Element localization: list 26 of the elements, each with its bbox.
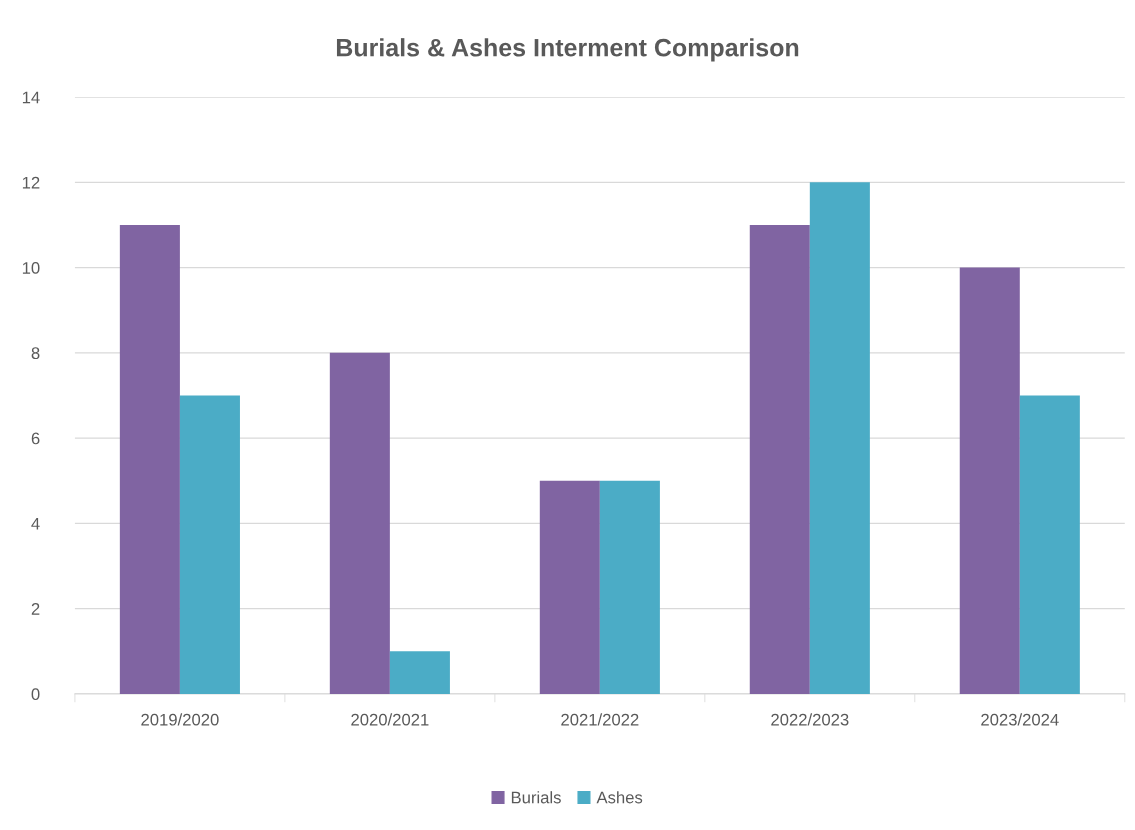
- y-tick-label: 10: [22, 262, 40, 274]
- bar: [809, 182, 870, 694]
- y-tick-label: 6: [31, 432, 40, 445]
- legend-label: Burials: [511, 791, 561, 804]
- bar: [1019, 395, 1080, 694]
- bar: [179, 395, 240, 694]
- y-tick-label: 8: [31, 347, 40, 360]
- bar: [959, 267, 1020, 694]
- y-tick-label: 0: [31, 688, 40, 701]
- y-tick-label: 12: [22, 176, 40, 189]
- y-tick-label: 14: [22, 91, 40, 104]
- x-tick-label: 2021/2022: [561, 713, 639, 726]
- x-tick-label: 2023/2024: [981, 713, 1059, 726]
- legend-label: Ashes: [596, 791, 643, 804]
- bar: [599, 480, 660, 694]
- x-tick-label: 2022/2023: [771, 713, 849, 726]
- x-tick-label: 2020/2021: [351, 713, 429, 726]
- bar: [749, 224, 810, 694]
- bar: [329, 352, 390, 694]
- y-tick-label: 4: [31, 517, 40, 530]
- bar: [389, 651, 450, 694]
- y-tick-label: 2: [31, 603, 40, 615]
- x-tick-label: 2019/2020: [141, 713, 219, 726]
- chart-title: Burials & Ashes Interment Comparison: [336, 38, 799, 62]
- bar: [539, 480, 600, 694]
- bar: [119, 224, 180, 694]
